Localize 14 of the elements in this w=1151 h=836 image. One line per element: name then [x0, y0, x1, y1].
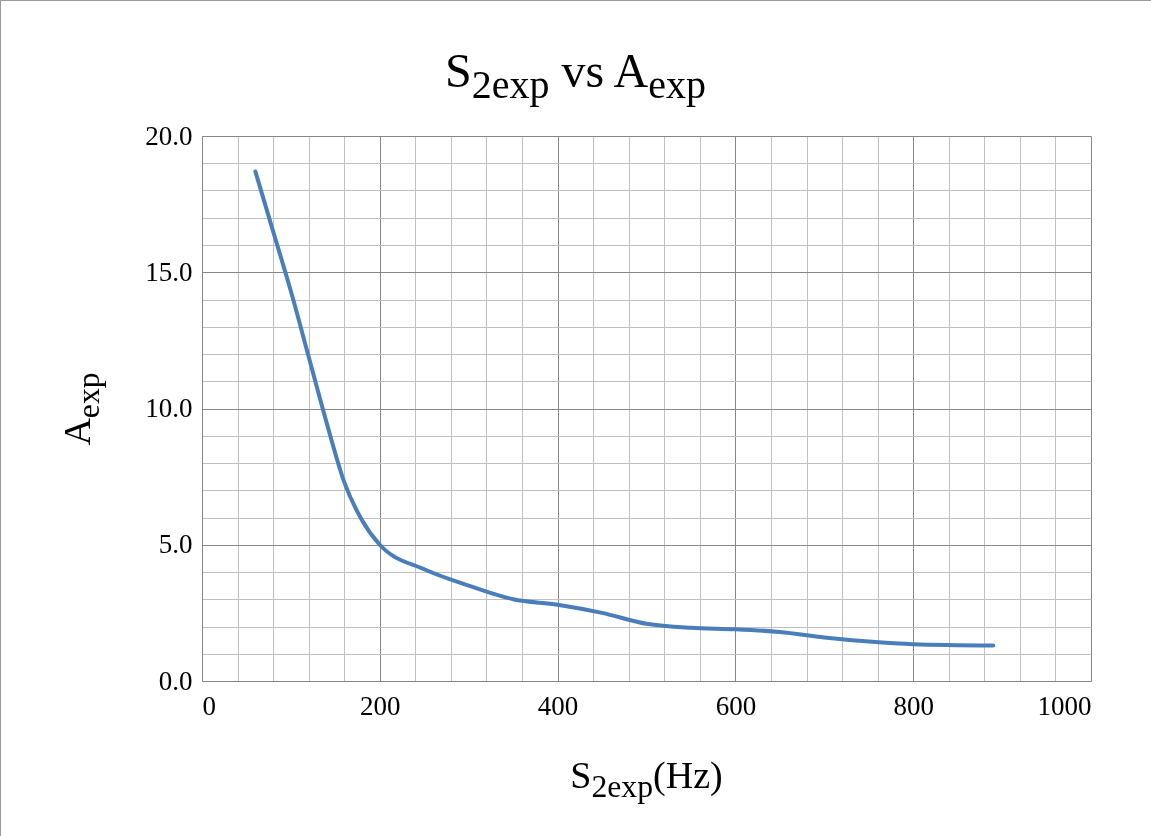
x-tick-label: 200 [360, 690, 401, 721]
x-tick-label: 600 [715, 690, 757, 721]
chart-title: S$_{2exp}$ vs A$_{exp}$ [444, 43, 707, 108]
x-tick-label: 400 [537, 690, 579, 721]
line-series [253, 169, 996, 648]
x-axis-title: S$_{2exp}$(Hz) [569, 753, 724, 805]
y-tick-label: 0.0 [158, 665, 193, 696]
y-tick-label: 5.0 [158, 529, 193, 560]
x-tick-label: 800 [893, 690, 934, 721]
y-tick-label: 10.0 [145, 393, 193, 423]
x-tick-label: 0 [202, 690, 216, 721]
y-tick-label: 15.0 [145, 256, 193, 287]
x-tick-label: 1000 [1037, 690, 1092, 721]
y-tick-label: 20.0 [145, 120, 193, 151]
